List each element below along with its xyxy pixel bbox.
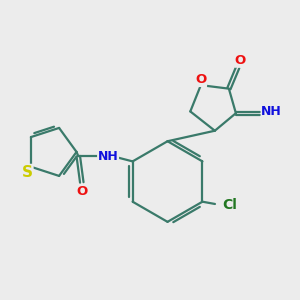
- Text: Cl: Cl: [222, 198, 237, 212]
- Text: S: S: [22, 164, 33, 179]
- Text: NH: NH: [98, 150, 118, 163]
- Text: O: O: [235, 54, 246, 67]
- Text: NH: NH: [261, 105, 282, 118]
- Text: O: O: [195, 74, 206, 86]
- Text: O: O: [76, 185, 87, 198]
